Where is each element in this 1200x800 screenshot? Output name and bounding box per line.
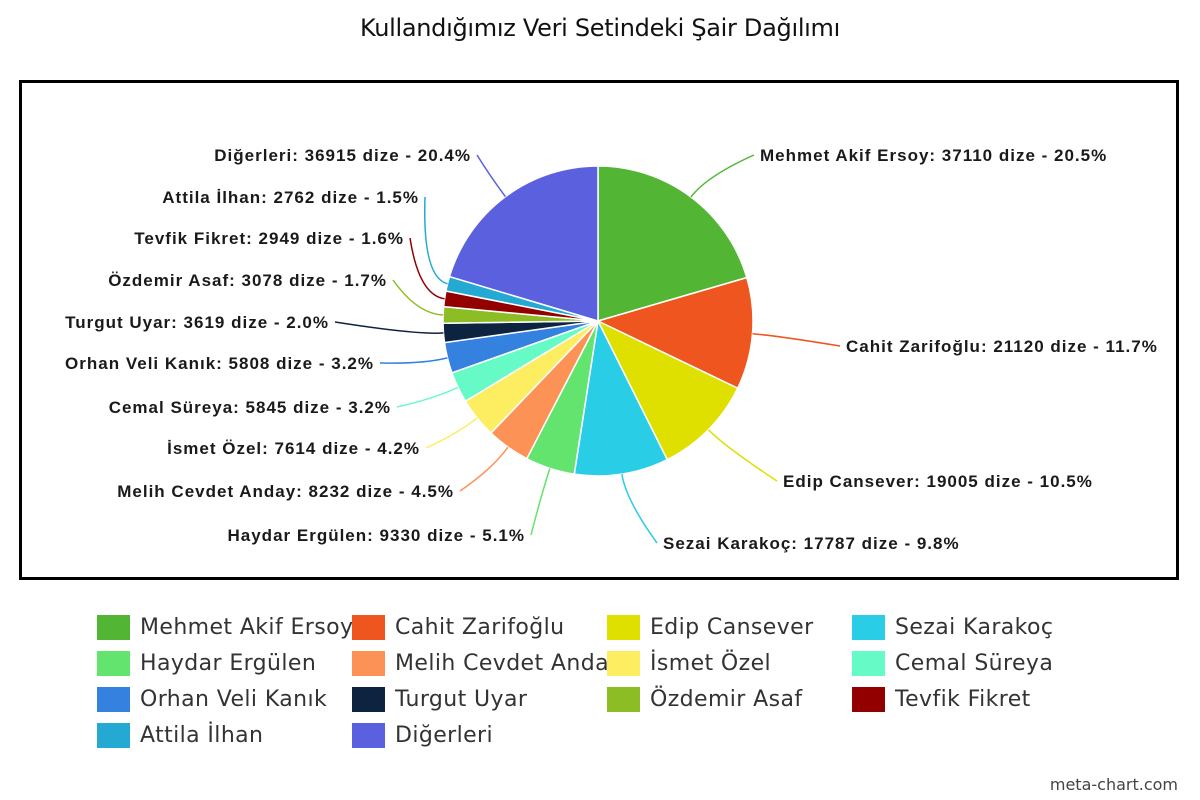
- legend-swatch: [97, 651, 130, 676]
- data-label-attila-ilhan: Attila İlhan: 2762 dize - 1.5%: [162, 188, 419, 207]
- legend-item[interactable]: Edip Cansever: [607, 615, 852, 640]
- legend-item[interactable]: Tevfik Fikret: [852, 687, 1092, 712]
- data-label-melih-cevdet-anday: Melih Cevdet Anday: 8232 dize - 4.5%: [117, 482, 454, 501]
- legend-swatch: [852, 615, 885, 640]
- pie-slice-cahit-zarifoglu[interactable]: [595, 276, 754, 390]
- legend-swatch: [97, 615, 130, 640]
- data-label-mehmet-akif-ersoy: Mehmet Akif Ersoy: 37110 dize - 20.5%: [760, 146, 1107, 165]
- legend-swatch: [607, 651, 640, 676]
- legend-label: İsmet Özel: [650, 651, 772, 676]
- data-label-cahit-zarifoglu: Cahit Zarifoğlu: 21120 dize - 11.7%: [846, 337, 1158, 356]
- legend-label: Orhan Veli Kanık: [140, 687, 328, 712]
- watermark: meta-chart.com: [1049, 775, 1178, 794]
- pie-chart: Mehmet Akif Ersoy: 37110 dize - 20.5% Cah…: [65, 146, 1158, 553]
- legend-item[interactable]: Cemal Süreya: [852, 651, 1092, 676]
- legend-label: Cemal Süreya: [895, 651, 1054, 676]
- leader-line-melih-cevdet-anday: [459, 446, 509, 492]
- legend-item[interactable]: Sezai Karakoç: [852, 615, 1092, 640]
- legend-label: Edip Cansever: [650, 615, 814, 640]
- data-label-sezai-karakoc: Sezai Karakoç: 17787 dize - 9.8%: [663, 534, 960, 553]
- legend-swatch: [352, 615, 385, 640]
- data-label-digerleri: Diğerleri: 36915 dize - 20.4%: [214, 146, 471, 165]
- data-label-tevfik-fikret: Tevfik Fikret: 2949 dize - 1.6%: [134, 229, 404, 248]
- legend-label: Diğerleri: [395, 723, 494, 748]
- legend-item[interactable]: Özdemir Asaf: [607, 687, 852, 712]
- legend-item[interactable]: Cahit Zarifoğlu: [352, 615, 607, 640]
- leader-line-ozdemir-asaf: [392, 279, 444, 316]
- legend-item[interactable]: Diğerleri: [352, 723, 607, 748]
- leader-line-turgut-uyar: [334, 321, 444, 334]
- legend-swatch: [607, 615, 640, 640]
- legend-swatch: [352, 687, 385, 712]
- leader-line-attila-ilhan: [423, 196, 448, 285]
- leader-line-sezai-karakoc: [621, 474, 658, 544]
- legend: Mehmet Akif Ersoy Cahit Zarifoğlu Edip Can…: [97, 615, 1157, 748]
- data-label-ozdemir-asaf: Özdemir Asaf: 3078 dize - 1.7%: [108, 271, 387, 290]
- legend-swatch: [97, 723, 130, 748]
- legend-swatch: [607, 687, 640, 712]
- pie-slice-mehmet-akif-ersoy[interactable]: [597, 165, 748, 323]
- legend-swatch: [97, 687, 130, 712]
- data-label-cemal-sureya: Cemal Süreya: 5845 dize - 3.2%: [109, 398, 391, 417]
- legend-item[interactable]: Mehmet Akif Ersoy: [97, 615, 354, 640]
- leader-line-tevfik-fikret: [409, 237, 445, 300]
- leader-line-haydar-ergulen: [530, 468, 551, 536]
- data-label-turgut-uyar: Turgut Uyar: 3619 dize - 2.0%: [65, 313, 329, 332]
- legend-label: Özdemir Asaf: [650, 687, 803, 712]
- legend-item[interactable]: Attila İlhan: [97, 723, 352, 748]
- legend-label: Mehmet Akif Ersoy: [140, 615, 354, 640]
- leader-line-edip-cansever: [707, 429, 778, 482]
- pie-slice-sezai-karakoc[interactable]: [573, 318, 669, 477]
- legend-swatch: [852, 687, 885, 712]
- legend-swatch: [352, 651, 385, 676]
- legend-label: Turgut Uyar: [395, 687, 528, 712]
- legend-item[interactable]: Melih Cevdet Anday: [352, 651, 622, 676]
- leader-line-mehmet-akif-ersoy: [690, 154, 755, 198]
- legend-swatch: [852, 651, 885, 676]
- data-label-orhan-veli-kanik: Orhan Veli Kanık: 5808 dize - 3.2%: [65, 354, 374, 373]
- legend-label: Tevfik Fikret: [895, 687, 1031, 712]
- legend-label: Cahit Zarifoğlu: [395, 615, 565, 640]
- legend-item[interactable]: Haydar Ergülen: [97, 651, 352, 676]
- chart-title: Kullandığımız Veri Setindeki Şair Dağılı…: [359, 14, 841, 42]
- leader-line-ismet-ozel: [425, 417, 478, 449]
- legend-label: Sezai Karakoç: [895, 615, 1054, 640]
- pie-slice-edip-cansever[interactable]: [596, 319, 739, 461]
- legend-item[interactable]: İsmet Özel: [607, 651, 852, 676]
- legend-item[interactable]: Orhan Veli Kanık: [97, 687, 352, 712]
- leader-line-cemal-sureya: [396, 386, 459, 408]
- data-label-edip-cansever: Edip Cansever: 19005 dize - 10.5%: [783, 472, 1093, 491]
- data-label-haydar-ergulen: Haydar Ergülen: 9330 dize - 5.1%: [228, 526, 526, 545]
- leader-line-cahit-zarifoglu: [752, 333, 841, 347]
- legend-item[interactable]: Turgut Uyar: [352, 687, 607, 712]
- plot-area: Mehmet Akif Ersoy: 37110 dize - 20.5% Cah…: [19, 80, 1179, 580]
- legend-label: Melih Cevdet Anday: [395, 651, 623, 676]
- legend-label: Attila İlhan: [140, 723, 264, 748]
- data-label-ismet-ozel: İsmet Özel: 7614 dize - 4.2%: [167, 439, 420, 458]
- legend-swatch: [352, 723, 385, 748]
- legend-label: Haydar Ergülen: [140, 651, 317, 676]
- leader-line-orhan-veli-kanik: [379, 357, 448, 364]
- leader-line-digerleri: [476, 154, 507, 198]
